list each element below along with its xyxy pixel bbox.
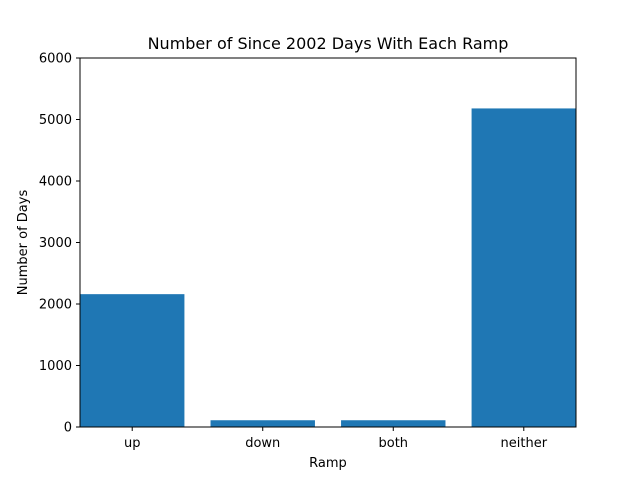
y-tick-label: 2000: [39, 298, 72, 313]
y-tick-label: 6000: [39, 52, 72, 67]
x-tick-label: neither: [501, 436, 548, 451]
y-tick-label: 4000: [39, 175, 72, 190]
x-tick-label: up: [124, 436, 141, 451]
bar-both: [341, 420, 446, 427]
x-axis-ticks: up down both neither: [124, 427, 548, 451]
bar-up: [80, 294, 185, 427]
plot-area-frame: [79, 57, 577, 428]
y-axis-ticks: 0 1000 2000 3000 4000 5000 6000: [39, 52, 80, 436]
y-tick-label: 5000: [39, 113, 72, 128]
y-tick-label: 3000: [39, 236, 72, 251]
x-tick-label: both: [378, 436, 408, 451]
bars-group: [80, 108, 576, 428]
x-tick-label: down: [245, 436, 280, 451]
bar-down: [210, 420, 315, 427]
y-tick-label: 0: [64, 421, 72, 436]
y-tick-label: 1000: [39, 359, 72, 374]
chart-title: Number of Since 2002 Days With Each Ramp: [148, 34, 509, 53]
x-axis-label: Ramp: [309, 456, 347, 471]
y-axis-label: Number of Days: [16, 190, 31, 296]
bar-neither: [471, 108, 576, 428]
